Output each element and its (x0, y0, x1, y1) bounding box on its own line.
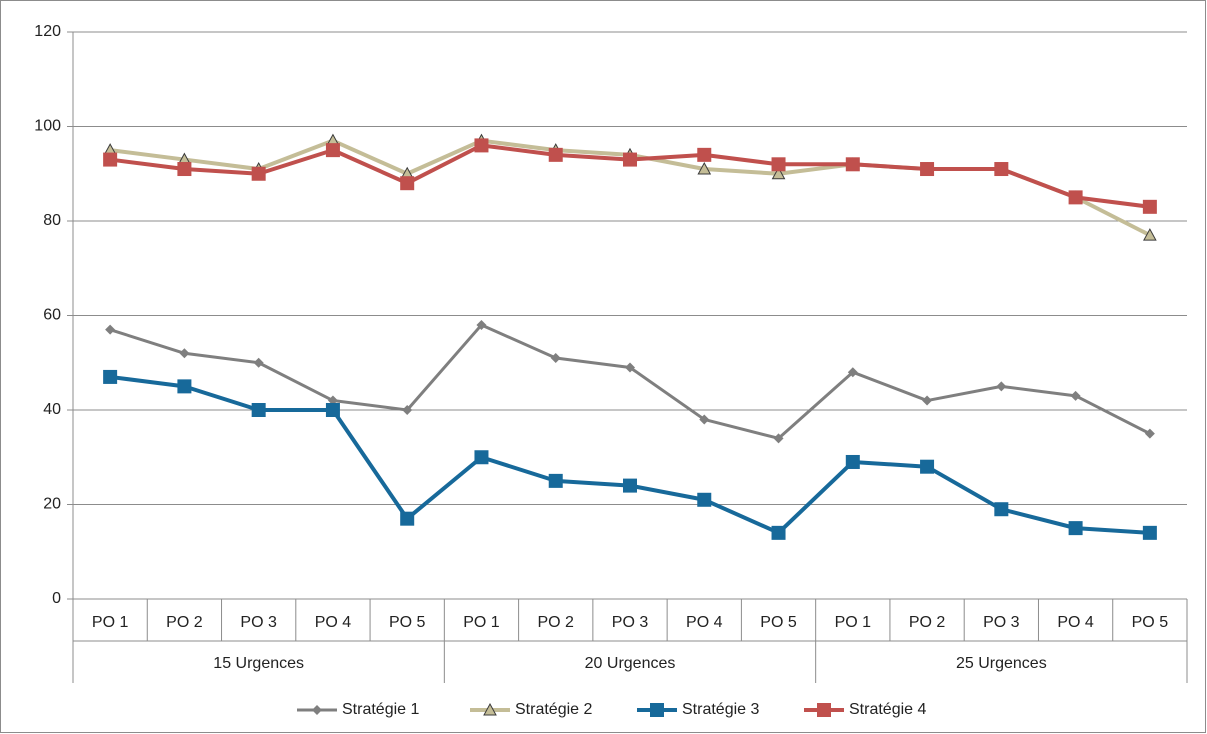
x-tick-label: PO 3 (612, 614, 649, 631)
marker (177, 162, 192, 177)
legend-label: Stratégie 3 (682, 701, 759, 718)
marker (920, 162, 935, 177)
marker (650, 703, 664, 717)
marker (920, 459, 935, 474)
marker (179, 348, 190, 359)
legend-label: Stratégie 4 (849, 701, 926, 718)
legend-label: Stratégie 2 (515, 701, 592, 718)
x-tick-label: PO 5 (760, 614, 797, 631)
marker (994, 162, 1009, 177)
y-tick-label: 40 (43, 401, 61, 418)
legend-label: Stratégie 1 (342, 701, 419, 718)
marker (1142, 199, 1157, 214)
marker (697, 161, 712, 175)
x-tick-label: PO 4 (1057, 614, 1094, 631)
marker (325, 143, 340, 158)
legend-item: Stratégie 3 (637, 701, 759, 718)
marker (103, 152, 118, 167)
marker (476, 319, 487, 330)
marker (103, 369, 118, 384)
marker (845, 454, 860, 469)
marker (483, 702, 497, 716)
x-tick-label: PO 1 (835, 614, 872, 631)
marker (474, 450, 489, 465)
y-tick-label: 120 (34, 23, 61, 40)
marker (623, 478, 637, 493)
y-tick-label: 60 (43, 307, 61, 324)
x-tick-label: PO 2 (537, 614, 574, 631)
marker (402, 405, 413, 415)
marker (699, 414, 710, 425)
y-tick-label: 20 (43, 496, 61, 513)
marker (625, 362, 635, 373)
marker (550, 353, 561, 364)
marker (325, 403, 340, 417)
marker (105, 324, 116, 335)
marker (847, 367, 858, 378)
marker (177, 379, 192, 394)
x-tick-label: PO 5 (1132, 614, 1169, 631)
y-tick-label: 100 (34, 118, 61, 135)
marker (1144, 428, 1155, 439)
x-tick-label: PO 4 (315, 614, 352, 631)
marker (817, 703, 831, 717)
marker (474, 138, 489, 153)
marker (1142, 525, 1157, 540)
marker (697, 147, 712, 162)
marker (548, 473, 563, 488)
marker (773, 433, 784, 444)
marker (312, 705, 322, 715)
x-tick-label: PO 3 (240, 614, 277, 631)
group-label: 25 Urgences (956, 655, 1047, 672)
marker (1068, 521, 1083, 536)
marker (1070, 390, 1081, 401)
group-label: 20 Urgences (585, 655, 676, 672)
marker (1068, 190, 1083, 205)
x-tick-label: PO 5 (389, 614, 426, 631)
marker (771, 157, 786, 172)
marker (996, 381, 1007, 392)
x-tick-label: PO 1 (463, 614, 500, 631)
x-tick-label: PO 1 (92, 614, 129, 631)
x-tick-label: PO 2 (166, 614, 203, 631)
x-tick-label: PO 3 (983, 614, 1020, 631)
marker (623, 152, 637, 167)
group-label: 15 Urgences (213, 655, 304, 672)
marker (697, 492, 712, 507)
marker (922, 395, 933, 406)
marker (994, 502, 1009, 517)
x-tick-label: PO 4 (686, 614, 723, 631)
marker (771, 166, 786, 180)
y-tick-label: 80 (43, 212, 61, 229)
y-tick-label: 0 (52, 590, 61, 607)
marker (251, 403, 266, 417)
marker (400, 176, 415, 191)
marker (1143, 228, 1157, 241)
marker (771, 525, 786, 540)
legend-item: Stratégie 4 (804, 701, 926, 718)
marker (251, 166, 266, 181)
marker (400, 511, 415, 526)
legend-item: Stratégie 1 (297, 701, 419, 718)
x-tick-label: PO 2 (909, 614, 946, 631)
marker (548, 147, 563, 162)
marker (845, 157, 860, 172)
legend-item: Stratégie 2 (470, 701, 592, 718)
marker (253, 357, 264, 368)
